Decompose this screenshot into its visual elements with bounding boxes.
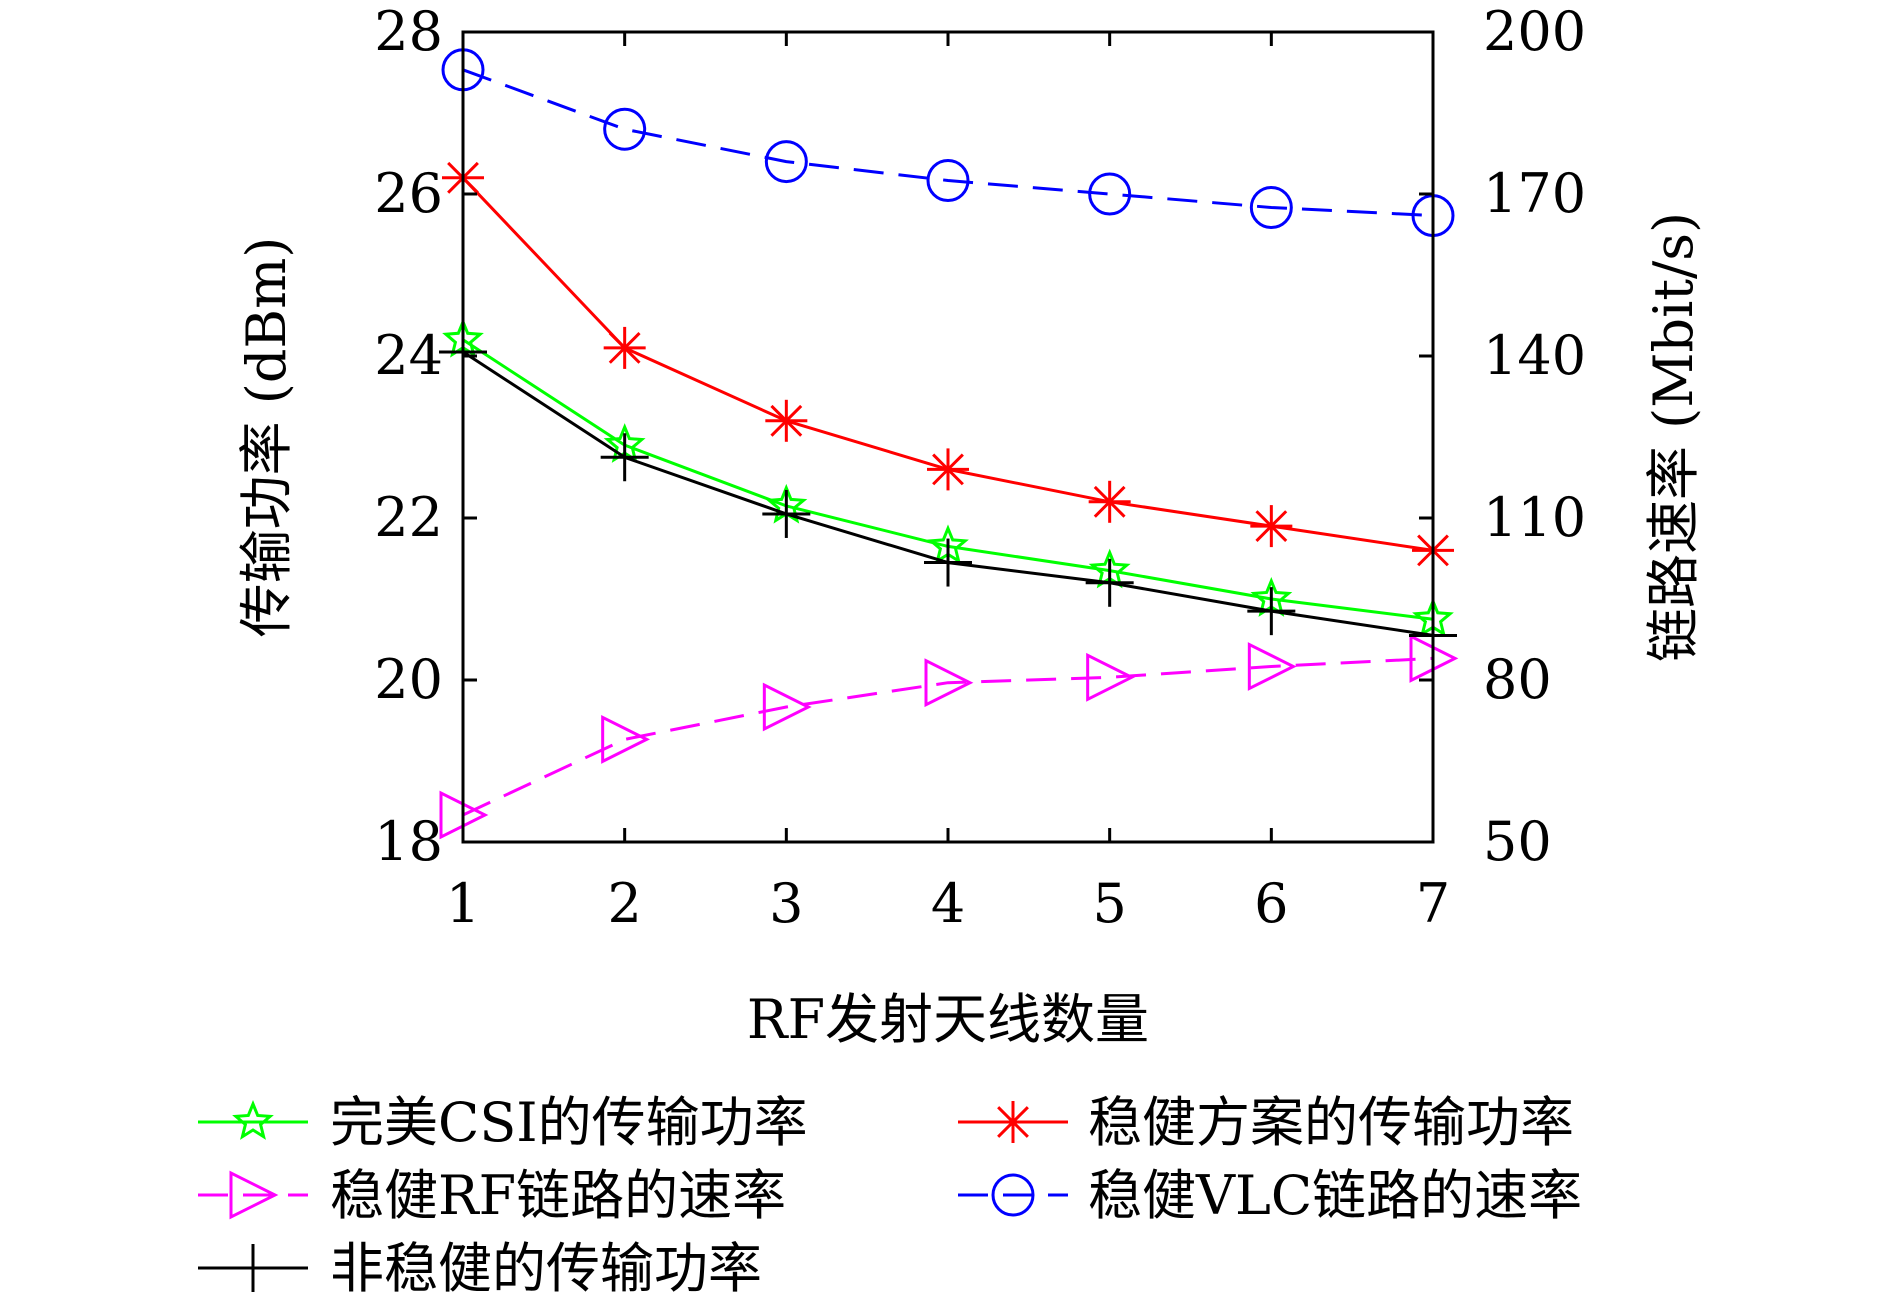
x-tick-label: 5 xyxy=(1092,872,1126,935)
y-tick-label-right: 170 xyxy=(1483,162,1586,225)
y-tick-label-right: 140 xyxy=(1483,324,1586,387)
legend-marker-robust-vlc-rate xyxy=(991,1173,1035,1217)
point-non-robust-power-4 xyxy=(924,538,972,587)
legend-marker-shape xyxy=(229,1244,277,1292)
legend-label-robust-power: 稳健方案的传输功率 xyxy=(1088,1091,1574,1154)
y-axis-title-right: 链路速率 (Mbit/s) xyxy=(1642,212,1705,662)
y-tick-label-left: 22 xyxy=(374,486,443,549)
legend: 完美CSI的传输功率 稳健方案的传输功率 稳健RF链路的速率 稳健VLC链路的速… xyxy=(198,1091,1582,1300)
legend-marker-robust-power xyxy=(992,1101,1034,1143)
legend-marker-shape xyxy=(992,1101,1034,1143)
legend-marker-shape xyxy=(232,1100,274,1140)
point-non-robust-power-5 xyxy=(1085,558,1134,607)
legend-item-robust-power: 稳健方案的传输功率 xyxy=(958,1091,1574,1154)
x-tick-label: 4 xyxy=(931,872,965,935)
point-robust-power-2 xyxy=(603,326,646,369)
point-robust-power-6 xyxy=(1250,505,1293,548)
y-axis-title-left: 传输功率 (dBm) xyxy=(235,237,298,638)
point-robust-vlc-rate-6 xyxy=(1249,186,1293,229)
point-robust-rf-rate-4 xyxy=(924,658,974,708)
legend-item-robust-rf-rate: 稳健RF链路的速率 xyxy=(198,1164,786,1227)
y-tick-label-right: 50 xyxy=(1483,810,1552,873)
x-tick-label: 2 xyxy=(607,872,641,935)
series-non-robust-power xyxy=(439,327,1457,660)
legend-marker-perfect-csi xyxy=(232,1100,274,1140)
y-tick-label-left: 26 xyxy=(374,162,443,225)
point-robust-power-3 xyxy=(765,399,808,442)
series-robust-power xyxy=(442,156,1454,572)
legend-label-perfect-csi: 完美CSI的传输功率 xyxy=(330,1091,808,1154)
y-tick-label-right: 110 xyxy=(1483,486,1586,549)
legend-label-non-robust-power: 非稳健的传输功率 xyxy=(330,1237,762,1300)
point-robust-power-5 xyxy=(1088,480,1131,523)
y-ticks-left: 18 20 22 24 26 28 xyxy=(374,0,477,873)
legend-item-robust-vlc-rate: 稳健VLC链路的速率 xyxy=(958,1164,1582,1227)
series-layer xyxy=(439,48,1459,840)
series-robust-rf-rate xyxy=(439,633,1459,840)
point-robust-vlc-rate-4 xyxy=(926,159,970,202)
y-ticks-right: 50 80 110 140 170 200 xyxy=(1419,0,1586,873)
point-robust-rf-rate-5 xyxy=(1086,652,1136,702)
legend-marker-shape xyxy=(229,1170,279,1220)
legend-label-robust-rf-rate: 稳健RF链路的速率 xyxy=(330,1164,786,1227)
x-ticks: 1 2 3 4 5 6 7 xyxy=(446,32,1450,935)
series-robust-vlc-rate xyxy=(441,48,1455,238)
point-robust-power-4 xyxy=(927,448,969,491)
y-tick-label-right: 200 xyxy=(1483,0,1586,63)
point-robust-rf-rate-2 xyxy=(601,714,651,764)
point-non-robust-power-6 xyxy=(1247,587,1296,636)
x-tick-label: 3 xyxy=(769,872,803,935)
legend-item-perfect-csi: 完美CSI的传输功率 xyxy=(198,1091,808,1154)
point-robust-vlc-rate-3 xyxy=(764,140,808,184)
series-line-robust-power xyxy=(461,176,1434,552)
legend-marker-shape xyxy=(991,1173,1035,1217)
y-tick-label-right: 80 xyxy=(1483,648,1552,711)
point-robust-rf-rate-3 xyxy=(762,682,812,732)
x-tick-label: 6 xyxy=(1254,872,1288,935)
legend-item-non-robust-power: 非稳健的传输功率 xyxy=(198,1237,762,1300)
y-tick-label-left: 18 xyxy=(374,810,443,873)
y-tick-label-left: 28 xyxy=(374,0,443,63)
series-line-robust-vlc-rate xyxy=(462,68,1434,218)
point-robust-rf-rate-6 xyxy=(1247,642,1297,691)
legend-marker-non-robust-power xyxy=(229,1244,277,1292)
x-tick-label: 7 xyxy=(1416,872,1450,935)
y-tick-label-left: 20 xyxy=(374,648,443,711)
y-tick-label-left: 24 xyxy=(374,324,443,387)
point-non-robust-power-2 xyxy=(600,433,649,482)
x-axis-title: RF发射天线数量 xyxy=(747,988,1149,1051)
point-robust-vlc-rate-2 xyxy=(603,107,647,151)
x-tick-label: 1 xyxy=(446,872,480,935)
legend-marker-robust-rf-rate xyxy=(229,1170,279,1220)
point-robust-vlc-rate-5 xyxy=(1088,172,1132,216)
point-non-robust-power-3 xyxy=(762,489,811,538)
legend-label-robust-vlc-rate: 稳健VLC链路的速率 xyxy=(1088,1164,1582,1227)
series-line-robust-rf-rate xyxy=(462,656,1434,817)
